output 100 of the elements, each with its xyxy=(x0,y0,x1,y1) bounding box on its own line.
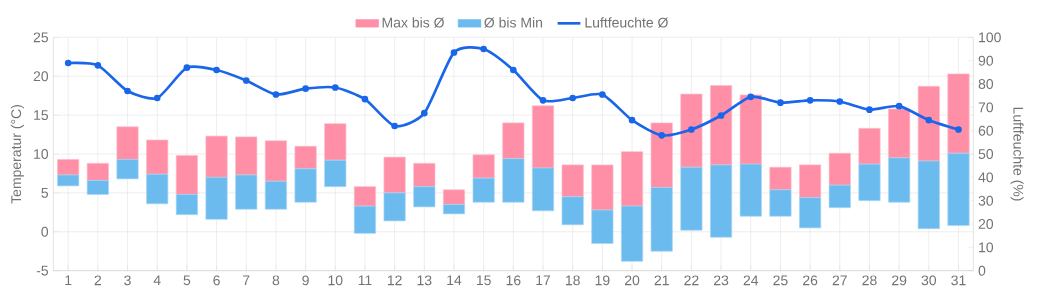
bar xyxy=(650,187,673,252)
bar xyxy=(57,159,80,176)
bar xyxy=(146,139,169,175)
bar xyxy=(739,94,762,165)
bar xyxy=(769,166,792,191)
x-tick-label: 9 xyxy=(302,275,309,286)
point xyxy=(391,122,398,130)
bar xyxy=(561,196,584,226)
bar xyxy=(858,163,881,202)
point xyxy=(866,106,873,114)
bar xyxy=(917,85,940,162)
y2-tick-label: 50 xyxy=(978,149,994,159)
bar xyxy=(324,123,347,161)
bar xyxy=(353,205,376,234)
bar xyxy=(235,136,258,176)
bar xyxy=(739,163,762,217)
point xyxy=(302,85,309,93)
x-tick-label: 31 xyxy=(951,275,966,286)
point xyxy=(955,126,962,133)
point xyxy=(688,126,695,133)
bar xyxy=(769,189,792,217)
point xyxy=(450,49,458,56)
bar xyxy=(383,156,406,194)
point xyxy=(777,99,784,107)
point xyxy=(94,61,102,69)
bar xyxy=(205,176,228,220)
x-tick-label: 10 xyxy=(328,275,343,286)
y-tick-label: 0 xyxy=(41,226,49,237)
bar xyxy=(116,159,139,180)
bar xyxy=(442,204,465,215)
point xyxy=(599,91,606,98)
bar xyxy=(591,209,614,244)
point xyxy=(806,96,814,104)
bar xyxy=(205,135,228,178)
bar xyxy=(413,186,436,208)
y-axis-title: Temperatur (°C) xyxy=(10,105,24,204)
bar xyxy=(947,152,970,226)
y-tick-label: 25 xyxy=(33,32,49,43)
x-tick-label: 14 xyxy=(447,275,462,286)
x-tick-label: 12 xyxy=(387,275,402,286)
bar xyxy=(888,157,911,203)
x-tick-label: 28 xyxy=(862,275,877,286)
y-tick-label: 10 xyxy=(34,149,49,159)
point xyxy=(925,116,933,124)
y2-tick-label: 60 xyxy=(978,125,994,136)
bar xyxy=(472,177,495,203)
x-tick-label: 7 xyxy=(243,275,250,286)
bar xyxy=(799,197,822,229)
x-tick-label: 21 xyxy=(654,275,669,286)
x-tick-label: 23 xyxy=(714,275,729,286)
bar xyxy=(621,151,644,207)
x-tick-label: 6 xyxy=(213,275,220,286)
bar xyxy=(680,166,703,231)
bar xyxy=(502,122,525,160)
point xyxy=(153,94,161,102)
legend-label: Ø bis Min xyxy=(484,17,543,28)
bar xyxy=(86,180,109,195)
point xyxy=(242,77,250,84)
point xyxy=(747,93,755,101)
y2-tick-label: 30 xyxy=(978,195,994,206)
bar xyxy=(294,168,317,203)
x-tick-label: 4 xyxy=(153,275,161,286)
bar xyxy=(561,164,584,198)
point xyxy=(64,59,72,67)
bar xyxy=(828,152,851,186)
y2-tick-label: 90 xyxy=(978,55,994,66)
bar xyxy=(799,164,822,198)
point xyxy=(895,102,903,110)
bar xyxy=(175,194,198,216)
bar xyxy=(888,108,911,159)
x-tick-label: 20 xyxy=(624,275,640,286)
x-tick-label: 18 xyxy=(565,275,580,286)
bar xyxy=(175,155,198,195)
bar xyxy=(57,174,80,187)
bar xyxy=(917,160,940,230)
bar xyxy=(828,184,851,209)
point xyxy=(569,94,577,102)
x-tick-label: 8 xyxy=(272,275,280,286)
bar xyxy=(264,180,287,210)
bar xyxy=(86,162,109,181)
point xyxy=(539,96,547,104)
bar xyxy=(324,159,347,188)
point xyxy=(510,66,517,74)
x-tick-label: 2 xyxy=(94,275,102,286)
y2-tick-label: 100 xyxy=(979,32,1001,43)
bar xyxy=(531,167,555,212)
bar xyxy=(264,140,287,182)
bar xyxy=(502,158,525,203)
y-tick-label: 20 xyxy=(33,71,49,82)
x-tick-label: 30 xyxy=(921,275,937,286)
point xyxy=(420,109,428,117)
point xyxy=(124,87,131,95)
y2-tick-label: 20 xyxy=(978,219,994,229)
x-tick-label: 16 xyxy=(506,275,521,286)
legend-label: Max bis Ø xyxy=(382,17,445,28)
point xyxy=(658,131,666,139)
bar xyxy=(591,164,614,211)
x-tick-label: 19 xyxy=(595,275,610,286)
point xyxy=(213,66,220,74)
point xyxy=(361,95,369,103)
